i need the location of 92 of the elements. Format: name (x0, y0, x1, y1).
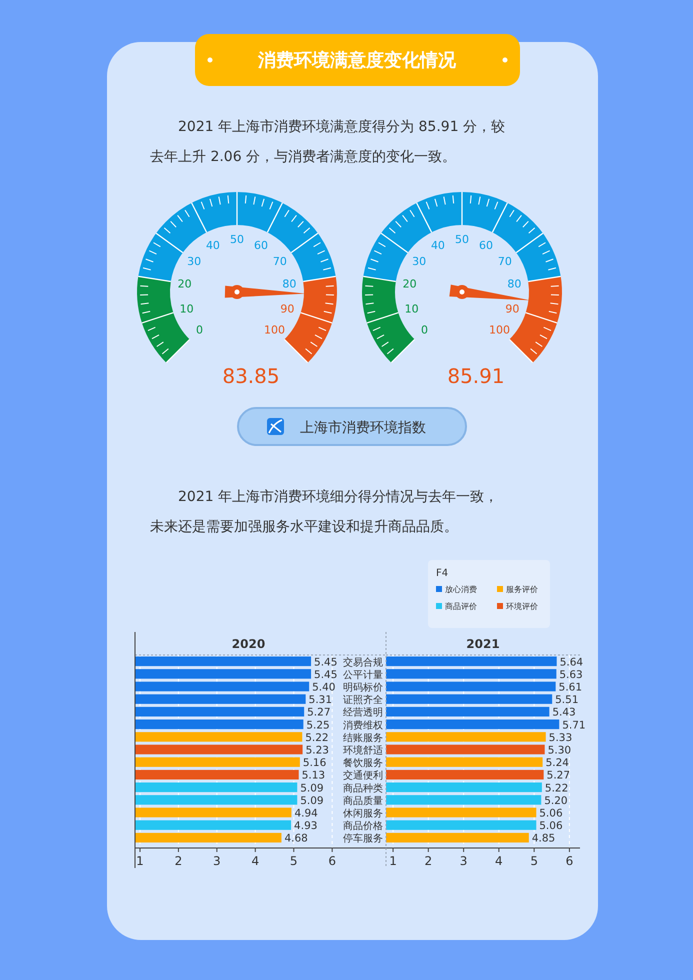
data-label: 5.61 (558, 682, 582, 694)
data-label: 4.68 (284, 832, 308, 845)
text: 60 (479, 238, 494, 252)
text: 上海市消费环境指数 (300, 420, 426, 436)
y-tick-label: 商品价格 (343, 820, 383, 832)
data-label: 4.93 (294, 820, 318, 832)
data-label: 5.20 (544, 794, 568, 807)
data-label: 5.23 (306, 744, 329, 756)
data-label: 5.63 (559, 668, 583, 681)
text: 80 (507, 278, 522, 291)
data-label: 5.24 (546, 757, 570, 770)
text: 20 (402, 278, 417, 291)
y-tick-label: 休闲服务 (343, 808, 383, 820)
legend-label: 服务评价 (506, 585, 538, 594)
x-tick-label: 5 (530, 854, 538, 868)
data-label: 5.25 (306, 719, 330, 732)
data-label: 5.45 (314, 656, 338, 668)
y-tick-label: 公平计量 (343, 668, 383, 681)
data-label: 5.22 (305, 732, 329, 744)
y-tick-label: 商品质量 (343, 794, 383, 807)
data-label: 5.64 (560, 656, 584, 668)
y-tick-label: 证照齐全 (343, 694, 383, 706)
text: 50 (455, 233, 469, 246)
data-label: 5.51 (555, 694, 579, 706)
text: 2021 年上海市消费环境满意度得分为 85.91 分，较去年上升 2.06 分，与消费者满意度的变化一致。 (150, 118, 506, 167)
data-label: 5.09 (300, 794, 324, 807)
text: 消费环境满意度变化情况 (257, 50, 457, 71)
data-label: 5.30 (548, 744, 572, 756)
y-tick-label: 商品种类 (343, 782, 383, 794)
text: 85.91 (447, 364, 505, 388)
y-tick-label: 结账服务 (343, 732, 383, 744)
data-label: 5.16 (302, 757, 327, 770)
y-tick-label: 明码标价 (343, 682, 383, 694)
legend-label: 放心消费 (445, 585, 477, 594)
data-label: 5.22 (544, 782, 568, 794)
y-tick-label: 经营透明 (343, 706, 383, 719)
legend-label: 商品评价 (445, 602, 477, 611)
data-label: 5.43 (552, 706, 576, 719)
chart-title: 2021 (466, 637, 500, 651)
x-tick-label: 2 (174, 854, 182, 868)
data-label: 5.09 (300, 782, 324, 794)
x-tick-label: 2 (424, 854, 432, 868)
text: 80 (282, 278, 296, 291)
x-tick-label: 5 (290, 854, 298, 868)
data-label: 5.45 (314, 668, 338, 681)
text: 40 (206, 238, 220, 252)
text: 40 (430, 238, 445, 252)
chart-title: 2020 (232, 637, 266, 651)
text: 0 (196, 323, 204, 336)
text: 70 (498, 254, 512, 268)
text: 90 (280, 302, 294, 316)
text: 20 (178, 278, 192, 291)
y-tick-label: 停车服务 (343, 832, 383, 845)
data-label: 5.13 (302, 770, 326, 782)
text: 10 (404, 302, 419, 316)
y-tick-label: 交易合规 (343, 656, 383, 668)
x-tick-label: 3 (213, 854, 221, 868)
y-tick-label: 消费维权 (343, 719, 383, 732)
data-label: 5.06 (539, 808, 563, 820)
y-tick-label: 餐饮服务 (343, 757, 383, 770)
data-label: 5.06 (539, 820, 563, 832)
text: 60 (254, 238, 268, 252)
text: 30 (187, 254, 202, 268)
x-tick-label: 4 (251, 854, 260, 868)
data-label: 5.27 (546, 770, 570, 782)
data-label: 4.94 (294, 808, 318, 820)
y-tick-label: 环境舒适 (343, 744, 383, 756)
legend-title: F4 (436, 568, 448, 579)
x-tick-label: 1 (136, 854, 144, 868)
x-tick-label: 1 (389, 854, 397, 868)
x-tick-label: 6 (328, 854, 336, 868)
text: 100 (488, 323, 510, 336)
data-label: 5.27 (307, 706, 331, 719)
text: 30 (412, 254, 426, 268)
legend-label: 环境评价 (506, 602, 538, 611)
y-tick-label: 交通便利 (343, 770, 383, 782)
text: 100 (264, 323, 285, 336)
data-label: 5.33 (548, 732, 572, 744)
data-label: 4.85 (532, 832, 556, 845)
x-tick-label: 3 (460, 854, 468, 868)
data-label: 5.40 (312, 682, 336, 694)
text: 50 (230, 233, 244, 246)
text: 90 (505, 302, 520, 316)
text: 83.85 (222, 364, 280, 388)
data-label: 5.31 (308, 694, 332, 706)
text: 2021 年上海市消费环境细分得分情况与去年一致，未来还是需要加强服务水平建设和提升商品品质。 (150, 488, 500, 537)
text: 10 (180, 302, 194, 316)
text: 0 (421, 323, 428, 336)
x-tick-label: 4 (495, 854, 503, 868)
data-label: 5.71 (562, 719, 586, 732)
text: 70 (272, 254, 287, 268)
x-tick-label: 6 (566, 854, 574, 868)
